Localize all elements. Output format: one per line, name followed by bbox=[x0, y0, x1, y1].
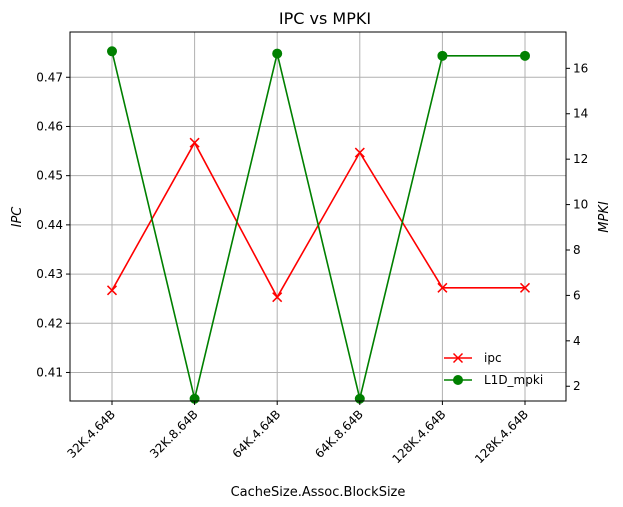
y-tick-label-right: 6 bbox=[573, 288, 581, 302]
y-axis-label-left: IPC bbox=[10, 206, 25, 228]
x-tick-label: 32K.4.64B bbox=[64, 407, 118, 461]
marker-ipc bbox=[272, 292, 283, 303]
y-tick-label-right: 16 bbox=[573, 61, 588, 75]
x-axis-label: CacheSize.Assoc.BlockSize bbox=[231, 485, 406, 500]
x-tick-label: 128K.4.64B bbox=[389, 407, 448, 466]
y-tick-label-left: 0.46 bbox=[36, 119, 63, 133]
marker-L1D_mpki bbox=[107, 46, 117, 57]
x-tick-label: 64K.4.64B bbox=[230, 407, 284, 461]
y-tick-label-left: 0.43 bbox=[36, 267, 63, 281]
marker-ipc bbox=[354, 147, 365, 158]
marker-ipc bbox=[106, 285, 118, 296]
legend-item-ipc: ipc bbox=[444, 351, 502, 365]
grid bbox=[70, 32, 566, 401]
y-tick-label-left: 0.41 bbox=[36, 365, 63, 379]
marker-L1D_mpki bbox=[520, 50, 530, 61]
ticks: 32K.4.64B 32K.8.64B 64K.4.64B 64K.8.64B 128K… bbox=[36, 61, 588, 466]
y-tick-label-left: 0.47 bbox=[36, 70, 63, 84]
marker-ipc bbox=[189, 137, 200, 148]
marker-ipc bbox=[452, 352, 464, 364]
y-tick-label-left: 0.45 bbox=[36, 169, 63, 183]
series-ipc bbox=[106, 137, 531, 303]
y-tick-label-right: 14 bbox=[573, 107, 588, 121]
marker-L1D_mpki bbox=[437, 50, 448, 61]
chart-title: IPC vs MPKI bbox=[279, 9, 371, 28]
y-tick-label-right: 2 bbox=[573, 379, 581, 393]
y-tick-label-left: 0.44 bbox=[36, 218, 63, 232]
legend: ipc L1D_mpki bbox=[444, 351, 543, 387]
marker-ipc bbox=[519, 282, 531, 293]
y-tick-label-left: 0.42 bbox=[36, 316, 63, 330]
legend-item-L1D_mpki: L1D_mpki bbox=[444, 373, 543, 387]
y-tick-label-right: 4 bbox=[573, 334, 581, 348]
y-tick-label-right: 10 bbox=[573, 198, 588, 212]
legend-label: L1D_mpki bbox=[484, 373, 543, 387]
series-line-L1D_mpki bbox=[111, 51, 525, 399]
y-tick-label-right: 12 bbox=[573, 152, 588, 166]
y-axis-label-right: MPKI bbox=[597, 201, 612, 233]
plot-frame bbox=[69, 31, 567, 402]
x-tick-label: 64K.8.64B bbox=[312, 407, 366, 461]
y-tick-label-right: 8 bbox=[573, 243, 581, 257]
x-tick-label: 32K.8.64B bbox=[147, 407, 201, 461]
marker-L1D_mpki bbox=[272, 48, 283, 59]
legend-label: ipc bbox=[484, 351, 502, 365]
marker-L1D_mpki bbox=[453, 375, 463, 385]
x-tick-label: 128K.4.64B bbox=[472, 407, 531, 466]
marker-ipc bbox=[437, 282, 448, 293]
